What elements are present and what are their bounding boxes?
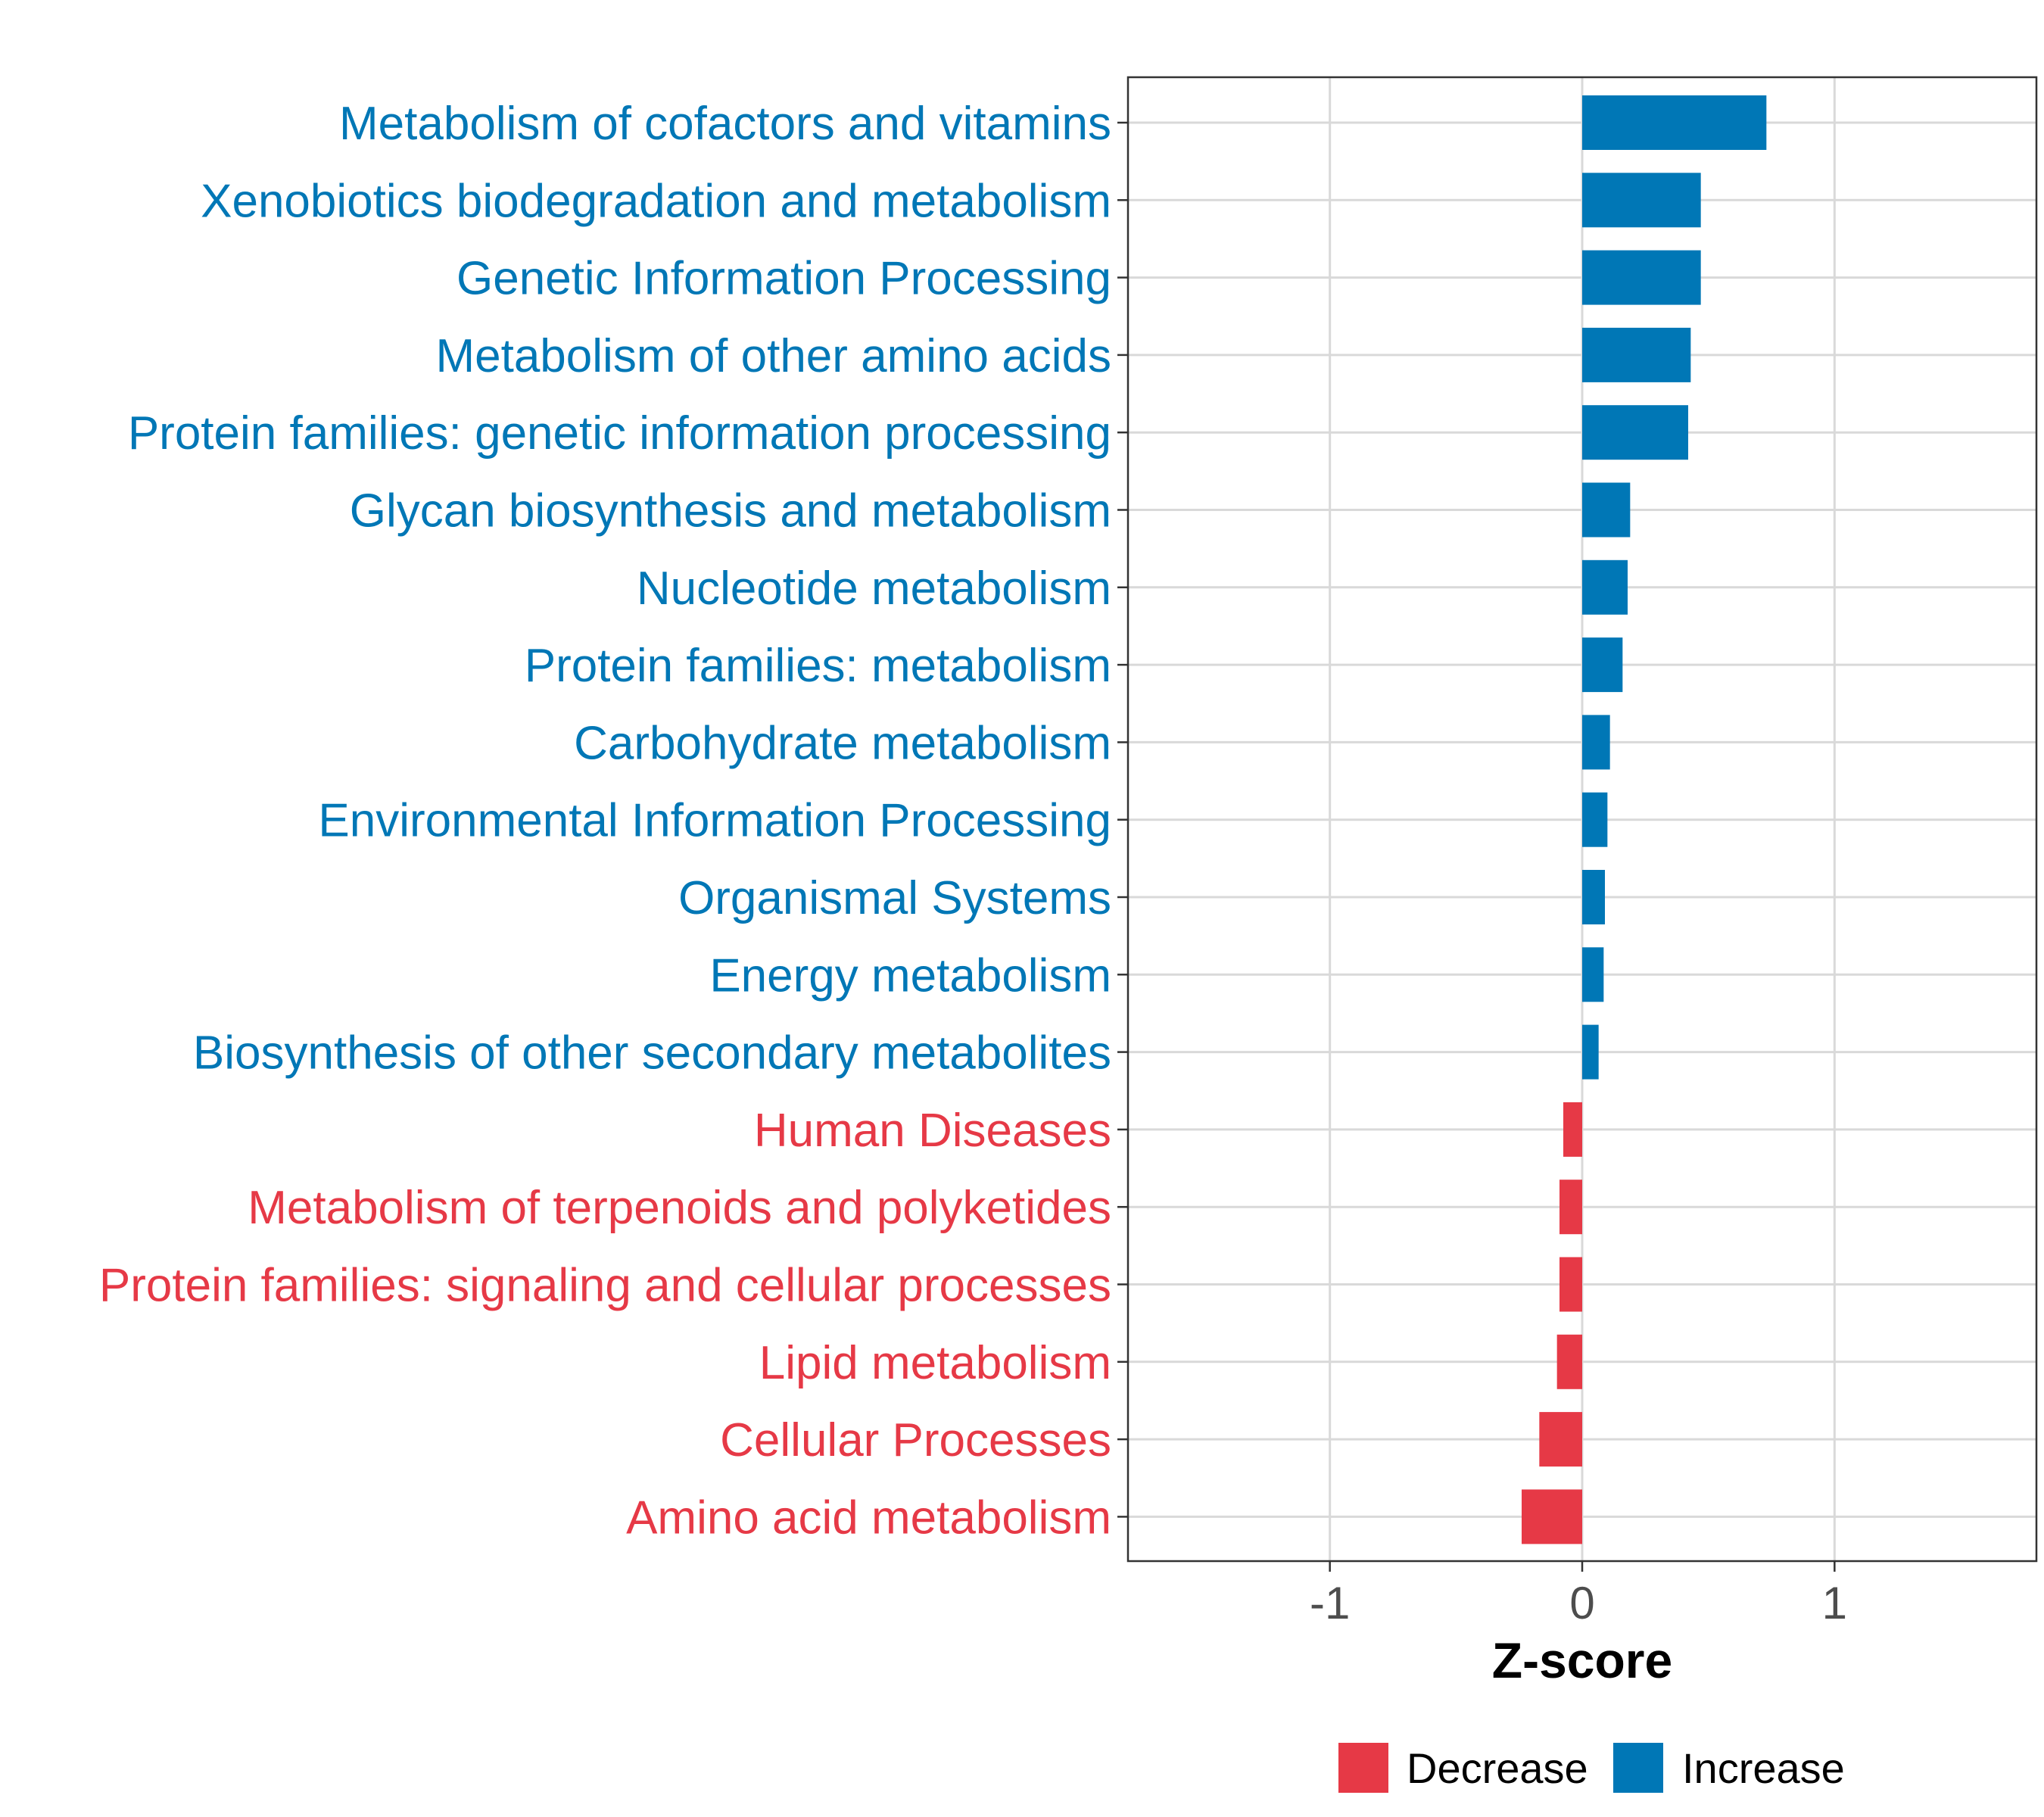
bar-xenobiotics-biodegradation-and-metabolism [1582,173,1701,228]
x-axis-title: Z-score [1492,1632,1672,1688]
bar-human-diseases [1563,1102,1582,1157]
bar-metabolism-of-cofactors-and-vitamins [1582,95,1767,150]
category-label-human-diseases: Human Diseases [754,1105,1111,1157]
bar-protein-families-metabolism [1582,637,1623,693]
bar-cellular-processes [1539,1412,1582,1467]
x-tick-label: -1 [1310,1578,1350,1628]
category-label-amino-acid-metabolism: Amino acid metabolism [626,1491,1111,1544]
bar-metabolism-of-terpenoids-and-polyketides [1559,1180,1582,1235]
category-label-lipid-metabolism: Lipid metabolism [759,1337,1111,1389]
bar-glycan-biosynthesis-and-metabolism [1582,482,1631,538]
category-label-biosynthesis-of-other-secondary-metabolites: Biosynthesis of other secondary metaboli… [193,1027,1111,1080]
category-label-protein-families-metabolism: Protein families: metabolism [525,640,1111,692]
category-label-carbohydrate-metabolism: Carbohydrate metabolism [574,717,1111,769]
bar-biosynthesis-of-other-secondary-metabolites [1582,1024,1599,1080]
legend-swatch-decrease [1338,1743,1388,1793]
category-label-metabolism-of-other-amino-acids: Metabolism of other amino acids [435,330,1111,382]
category-label-nucleotide-metabolism: Nucleotide metabolism [637,563,1111,615]
legend-swatch-increase [1613,1743,1663,1793]
category-label-xenobiotics-biodegradation-and-metabolism: Xenobiotics biodegradation and metabolis… [201,175,1111,227]
bar-energy-metabolism [1582,947,1604,1002]
legend: Decrease Increase [1338,1743,1845,1793]
category-label-cellular-processes: Cellular Processes [720,1414,1111,1466]
category-label-organismal-systems: Organismal Systems [678,872,1111,924]
bar-carbohydrate-metabolism [1582,715,1610,770]
category-label-metabolism-of-terpenoids-and-polyketides: Metabolism of terpenoids and polyketides [248,1182,1111,1234]
category-label-metabolism-of-cofactors-and-vitamins: Metabolism of cofactors and vitamins [339,98,1111,150]
bar-lipid-metabolism [1556,1334,1582,1389]
bar-amino-acid-metabolism [1522,1489,1582,1544]
bar-protein-families-genetic-information-processing [1582,405,1688,460]
bar-organismal-systems [1582,870,1605,924]
bar-protein-families-signaling-and-cellular-processes [1559,1257,1582,1312]
legend-label-increase: Increase [1682,1744,1845,1792]
x-tick-label: 0 [1569,1578,1594,1628]
x-axis-ticks: -1 0 1 [1310,1561,1847,1628]
category-labels: Metabolism of cofactors and vitamins Xeno… [99,98,1111,1544]
y-axis-ticks [1117,121,1128,1518]
x-tick-label: 1 [1822,1578,1847,1628]
category-label-energy-metabolism: Energy metabolism [709,949,1111,1002]
bar-metabolism-of-other-amino-acids [1582,327,1691,382]
category-label-protein-families-signaling-and-cellular-processes: Protein families: signaling and cellular… [99,1260,1111,1312]
category-label-environmental-information-processing: Environmental Information Processing [318,795,1111,847]
category-label-glycan-biosynthesis-and-metabolism: Glycan biosynthesis and metabolism [350,485,1111,538]
bars [1522,95,1767,1544]
category-label-protein-families-genetic-information-processing: Protein families: genetic information pr… [128,407,1111,460]
bar-genetic-information-processing [1582,250,1701,305]
bar-nucleotide-metabolism [1582,559,1628,615]
category-label-genetic-information-processing: Genetic Information Processing [456,253,1111,305]
legend-label-decrease: Decrease [1407,1744,1588,1792]
bar-environmental-information-processing [1582,792,1608,847]
